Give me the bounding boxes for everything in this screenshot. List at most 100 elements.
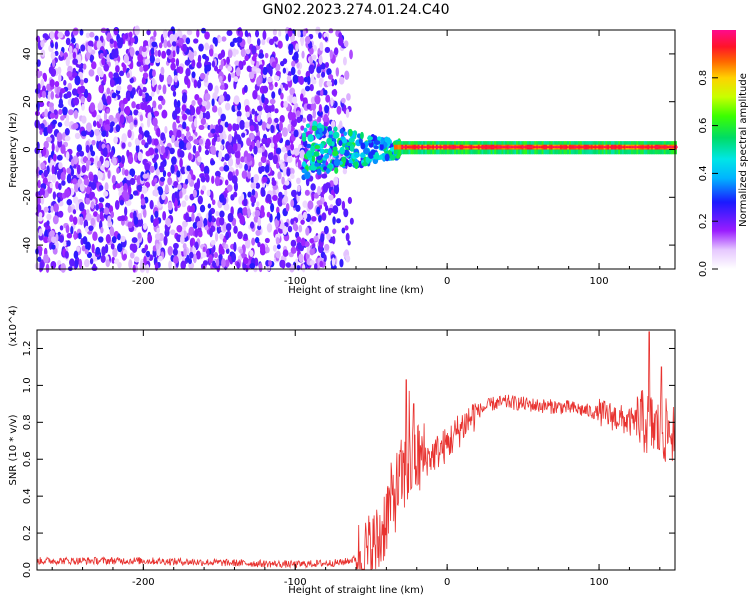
spectrogram-cell [319,41,324,51]
spectrogram-cell [530,146,533,149]
spectrogram-cell [157,49,161,58]
spectrogram-cell [339,128,344,134]
spectrogram-cell [363,147,370,155]
spectrogram-cell [99,52,104,59]
spectrogram-cell [345,232,350,242]
spectrogram-cell [343,131,348,136]
snr-x-axis: -200 -100 0 100 [51,330,661,588]
spectrogram-cell [259,243,266,253]
spectrogram-cell [63,79,67,86]
snr-y-axis: 0.0 0.2 0.4 0.6 0.8 1.0 1.2 [22,341,675,578]
spectrogram-cell [272,244,277,252]
spectrogram-cell [181,113,188,121]
spectrogram-cell [54,30,60,40]
spectrogram-cell [57,196,61,203]
spectrogram-cell [199,204,206,213]
spectrogram-cell [146,29,151,36]
spectrogram-cell [244,163,248,171]
spectrogram-cell [301,50,305,59]
spectrogram-cell [320,89,324,97]
spectrogram-cell [160,66,165,76]
spectrogram-cell [224,102,231,111]
spectrogram-cell [301,168,308,174]
spectrogram-cell [270,142,275,149]
spectrogram-cell [468,144,471,150]
spectrogram-cell [175,58,180,67]
spectrogram-cell [188,135,194,142]
spectrogram-cell [68,45,73,54]
spectrogram-cell [550,144,553,150]
spectrogram-cell [129,46,135,57]
spectrogram-cell [305,227,310,236]
spectrogram-cell [309,56,313,64]
spectrogram-cell [214,37,218,47]
spectrogram-cell [285,33,289,42]
spectrogram-cell [222,221,228,232]
spectrogram-cell [176,66,180,73]
spectrogram-cell [106,32,112,42]
spectrogram-cell [261,38,266,46]
spectrogram-cell [50,90,55,100]
spectrogram-cell [246,153,252,163]
spectrogram-cell [98,184,104,191]
spectrogram-cell [568,146,571,149]
spectrogram-cell [51,244,56,250]
spectrogram-cell [76,144,83,153]
spectrogram-cell [505,146,509,149]
spectrogram-cell [143,130,150,138]
x-tick-label: -100 [284,276,307,287]
spectrogram-cell [92,263,97,270]
spectrogram-cell [84,259,90,268]
spectrogram-cell [122,97,128,105]
spectrogram-cell [210,160,216,166]
spectrogram-cell [262,66,268,76]
spectrogram-cell [201,100,208,107]
spectrogram-cell [138,89,143,97]
spectrogram-cell [223,164,230,172]
spectrogram-cell [310,183,316,191]
spectrogram-cell [197,155,202,163]
spectrogram-cell [323,89,328,96]
spectrogram-cell [664,146,667,149]
spectrogram-cell [233,225,238,234]
spectrogram-cell [154,233,161,240]
spectrogram-cell [300,93,304,102]
spectrogram-cell [104,124,111,132]
spectrogram-cell [249,221,255,229]
spectrogram-cell [163,235,168,246]
spectrogram-cell [333,126,338,132]
spectrogram-cell [118,70,125,77]
spectrogram-cell [169,131,174,137]
spectrogram-cell [60,115,65,121]
spectrogram-cell [409,146,413,149]
spectrogram-cell [113,258,120,265]
spectrogram-cell [162,170,167,178]
spectrogram-cell [331,89,338,96]
spectrogram-cell [186,29,193,36]
y-tick-label: 0.4 [22,488,33,504]
spectrogram-cell [250,182,257,190]
spectrogram-cell [249,250,254,257]
spectrogram-cell [571,146,574,149]
spectrogram-cell [227,73,232,83]
spectrogram-cell [378,154,384,160]
spectrogram-cell [305,177,310,187]
spectrogram-cell [290,168,295,175]
spectrogram-cell [79,28,84,36]
spectrogram-cell [112,157,117,166]
spectrogram-cell [40,162,46,170]
spectrogram-cell [229,41,235,48]
spectrogram-cell [113,27,119,36]
spectrogram-cell [257,105,263,112]
spectrogram-cell [435,144,439,150]
spectrogram-cell [50,260,57,269]
spectrogram-cell [36,204,42,213]
spectrogram-cell [401,146,405,149]
spectrogram-cell [587,146,591,149]
spectrogram-cell [172,248,178,256]
spectrogram-cell [38,228,43,237]
spectrogram-cell [297,213,304,221]
spectrogram-cell [280,162,285,170]
spectrogram-cell [58,73,62,83]
spectrogram-cell [303,76,308,83]
